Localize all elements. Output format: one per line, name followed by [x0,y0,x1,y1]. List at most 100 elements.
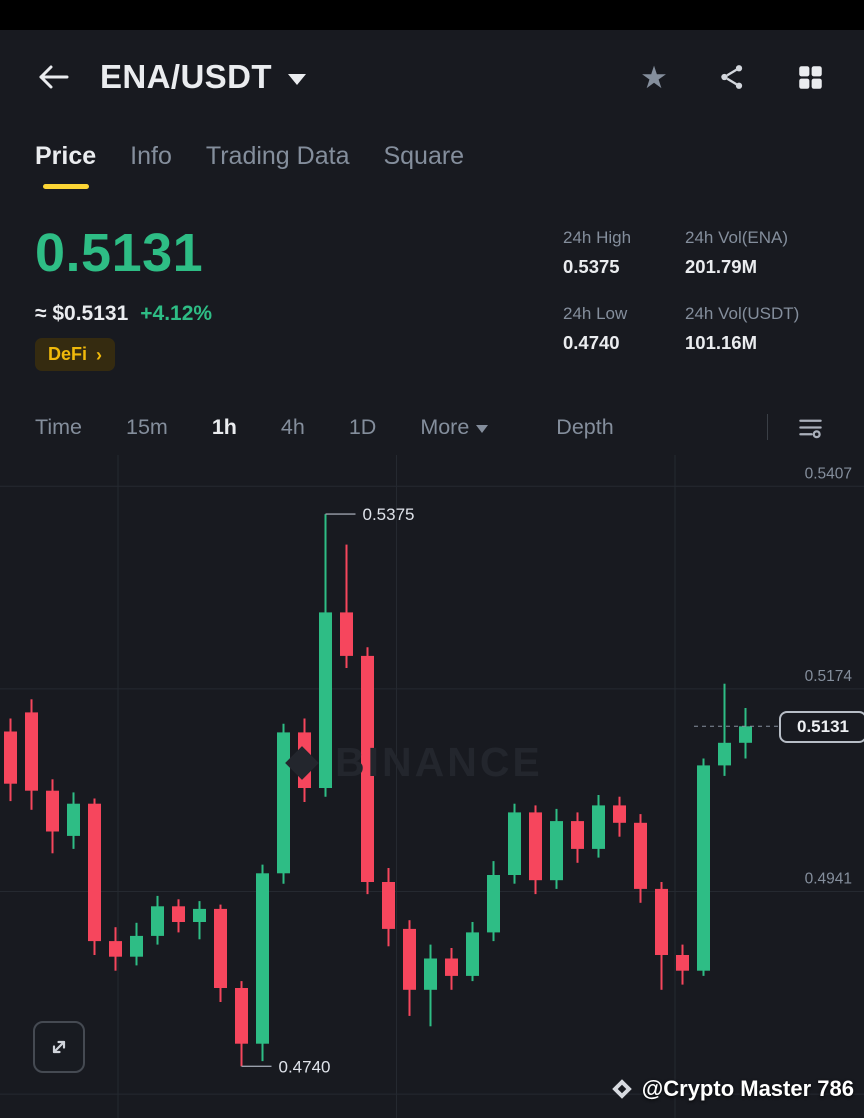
tab-square[interactable]: Square [383,142,464,189]
header-icons: ★ [638,61,826,93]
candle-body [67,803,80,836]
candle-body [235,988,248,1044]
apps-grid-button[interactable] [794,61,826,93]
price-sub-row: ≈ $0.5131 +4.12% [35,302,212,326]
tab-bar: Price Info Trading Data Square [35,142,464,189]
stat-value: 201.79M [685,256,757,277]
change-percent: +4.12% [140,302,213,325]
chevron-down-icon [287,73,306,85]
stat-value: 0.4740 [563,332,620,353]
diamond-logo-icon [612,1079,632,1099]
star-icon: ★ [640,59,668,95]
tab-info[interactable]: Info [130,142,172,189]
candle-body [256,873,269,1044]
candle-body [739,726,752,743]
interval-time[interactable]: Time [35,414,82,439]
share-icon [721,65,743,89]
chart-settings-button[interactable] [794,411,826,443]
defi-tag-label: DeFi [48,344,88,364]
candle-body [109,941,122,957]
candle-body [634,822,647,889]
interval-15m[interactable]: 15m [125,414,168,439]
indicator-settings-icon [798,419,822,438]
interval-4h[interactable]: 4h [280,414,305,439]
candlestick-chart[interactable]: 0.5407 0.5174 0.4941 0.5375 0.4740 BINANCE 0… [0,455,864,1118]
expand-arrows-icon [52,1040,66,1054]
candle-body [130,935,143,957]
candle-body [361,655,374,882]
credit-watermark: @Crypto Master 786 [611,1076,854,1102]
candle-body [571,821,584,849]
last-price-tag: 0.5131 [779,711,864,744]
candle-body [214,908,227,988]
stat-value: 0.5375 [563,256,620,277]
favorite-button[interactable]: ★ [638,61,670,93]
annotation-label: 0.5375 [363,505,415,524]
candle-body [25,712,38,791]
candle-body [46,790,59,832]
candle-body [655,888,668,955]
candle-body [424,958,437,990]
more-label: More [420,414,470,439]
stat-label: 24h Vol(USDT) [685,304,800,323]
candle-body [382,882,395,929]
candle-body [613,805,626,823]
defi-tag-button[interactable]: DeFi › [35,338,116,371]
chart-canvas[interactable]: 0.5407 0.5174 0.4941 0.5375 0.4740 [0,455,864,1118]
back-arrow-icon [39,65,69,89]
candle-body [151,906,164,936]
tab-price[interactable]: Price [35,142,96,189]
candle-body [718,742,731,766]
fiat-approx-value: ≈ $0.5131 [35,302,129,325]
annotation-label: 0.4740 [279,1057,331,1076]
stat-value: 101.16M [685,332,757,353]
grid-icon [798,65,822,89]
candle-body [508,812,521,875]
candle-body [592,805,605,849]
y-axis-label: 0.4941 [805,871,852,888]
interval-toolbar: Time 15m 1h 4h 1D More Depth [0,406,864,448]
status-bar [0,0,864,30]
header: ENA/USDT ★ [0,42,864,112]
tab-trading-data[interactable]: Trading Data [206,142,350,189]
stat-label: 24h Low [563,304,628,323]
interval-1h[interactable]: 1h [211,414,237,439]
credit-text: @Crypto Master 786 [641,1076,854,1101]
candle-body [529,812,542,881]
share-button[interactable] [716,61,748,93]
candle-body [172,906,185,922]
toolbar-divider [767,414,768,440]
stat-label: 24h Vol(ENA) [685,228,788,247]
candle-body [193,908,206,922]
candle-body [298,732,311,788]
candle-body [697,765,710,971]
pair-selector[interactable]: ENA/USDT [100,58,306,96]
last-price: 0.5131 [35,223,204,283]
stat-24h-vol-usdt: 24h Vol(USDT) 101.16M [685,304,799,354]
candle-body [277,732,290,874]
interval-1d[interactable]: 1D [348,414,377,439]
depth-toggle[interactable]: Depth [556,414,614,439]
candle-body [340,612,353,656]
candle-body [487,875,500,933]
page-title: ENA/USDT [100,58,272,95]
candle-body [319,612,332,788]
stats-grid: 24h High 0.5375 24h Vol(ENA) 201.79M 24h… [563,228,799,354]
candle-body [445,958,458,976]
interval-more-dropdown[interactable]: More [420,414,489,440]
stat-24h-low: 24h Low 0.4740 [563,304,685,354]
candle-body [676,955,689,971]
chevron-right-icon: › [96,344,103,365]
stat-24h-vol-ena: 24h Vol(ENA) 201.79M [685,228,799,278]
stat-24h-high: 24h High 0.5375 [563,228,685,278]
candle-body [88,803,101,942]
candle-body [4,731,17,784]
stat-label: 24h High [563,228,632,247]
candle-body [466,932,479,976]
y-axis-label: 0.5174 [805,668,853,685]
fullscreen-expand-button[interactable] [33,1021,85,1073]
back-button[interactable] [36,63,70,91]
chevron-down-icon [476,424,489,433]
candle-body [403,928,416,990]
